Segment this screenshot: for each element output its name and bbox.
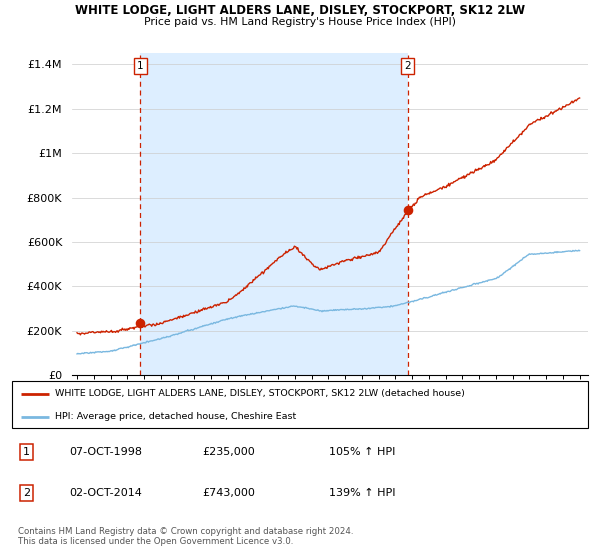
Text: WHITE LODGE, LIGHT ALDERS LANE, DISLEY, STOCKPORT, SK12 2LW (detached house): WHITE LODGE, LIGHT ALDERS LANE, DISLEY, … (55, 389, 465, 398)
Text: £235,000: £235,000 (202, 447, 255, 457)
Text: 2: 2 (23, 488, 30, 498)
Text: HPI: Average price, detached house, Cheshire East: HPI: Average price, detached house, Ches… (55, 412, 296, 421)
Text: 139% ↑ HPI: 139% ↑ HPI (329, 488, 395, 498)
Text: Price paid vs. HM Land Registry's House Price Index (HPI): Price paid vs. HM Land Registry's House … (144, 17, 456, 27)
Text: 1: 1 (23, 447, 30, 457)
FancyBboxPatch shape (12, 381, 588, 428)
Text: 2: 2 (404, 61, 411, 71)
Text: 07-OCT-1998: 07-OCT-1998 (70, 447, 143, 457)
Point (403, 206, 413, 214)
Text: Contains HM Land Registry data © Crown copyright and database right 2024.
This d: Contains HM Land Registry data © Crown c… (18, 526, 353, 546)
Text: 02-OCT-2014: 02-OCT-2014 (70, 488, 142, 498)
Text: WHITE LODGE, LIGHT ALDERS LANE, DISLEY, STOCKPORT, SK12 2LW: WHITE LODGE, LIGHT ALDERS LANE, DISLEY, … (75, 4, 525, 17)
Text: 105% ↑ HPI: 105% ↑ HPI (329, 447, 395, 457)
Text: 1: 1 (137, 61, 143, 71)
Bar (140, 53, 408, 375)
Point (136, 319, 145, 328)
Text: £743,000: £743,000 (202, 488, 255, 498)
